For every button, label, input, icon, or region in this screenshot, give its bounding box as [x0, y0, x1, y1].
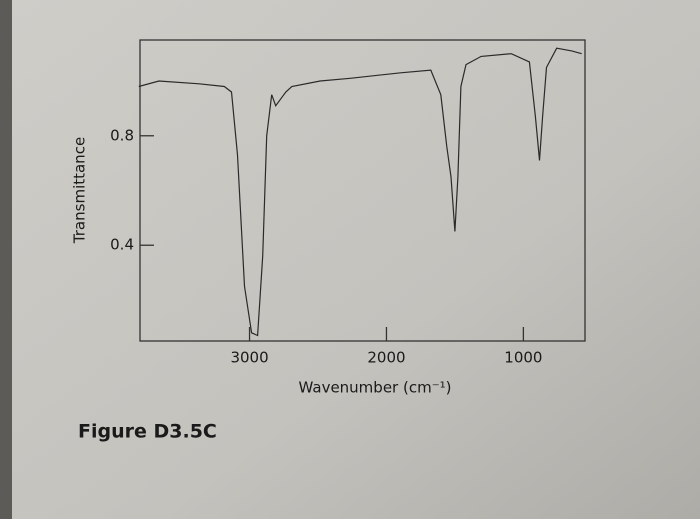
caption: Figure D3.5C	[78, 421, 217, 443]
x-tick-label: 1000	[504, 349, 542, 367]
spectrum-line	[138, 47, 582, 337]
y-tick-label: 0.4	[110, 236, 134, 254]
x-tick-label: 3000	[230, 349, 268, 367]
y-tick-label: 0.8	[110, 126, 134, 144]
y-axis-label: Transmittance	[71, 137, 89, 244]
x-tick-label: 2000	[367, 349, 405, 367]
x-axis-label: Wavenumber (cm⁻¹)	[299, 379, 452, 397]
plot-frame	[139, 39, 586, 342]
